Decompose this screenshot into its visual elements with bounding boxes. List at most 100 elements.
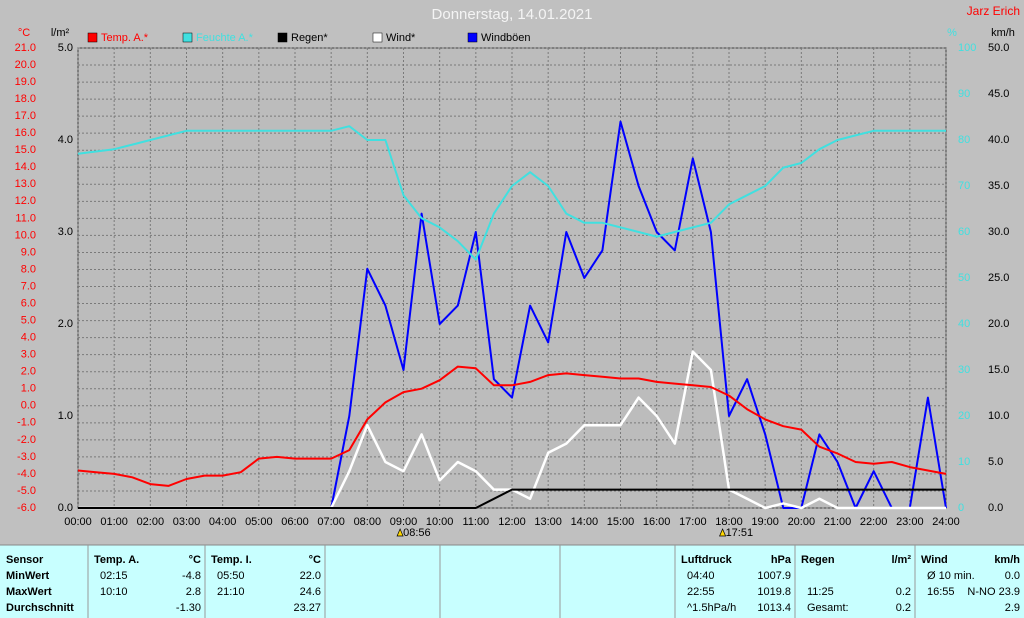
y3-tick-label: 70 — [958, 180, 970, 192]
y3-tick-label: 30 — [958, 364, 970, 376]
y4-tick-label: 40.0 — [988, 134, 1009, 146]
x-tick-label: 11:00 — [462, 516, 489, 528]
y2-axis-title: l/m² — [51, 27, 70, 39]
y-tick-label: 4.0 — [21, 332, 36, 344]
y2-tick-label: 5.0 — [58, 42, 73, 54]
x-tick-label: 24:00 — [932, 516, 960, 528]
y-tick-label: -5.0 — [17, 485, 36, 497]
row-label: MinWert — [6, 570, 50, 582]
y-tick-label: -3.0 — [17, 451, 36, 463]
stat-time: 22:55 — [687, 586, 715, 598]
y-tick-label: 1.0 — [21, 383, 36, 395]
y3-tick-label: 100 — [958, 42, 976, 54]
stat-time: 16:55 — [927, 586, 955, 598]
y-tick-label: 5.0 — [21, 314, 36, 326]
stat-value: 1019.8 — [757, 586, 791, 598]
legend-swatch — [182, 32, 193, 43]
stat-value: 23.27 — [293, 602, 321, 614]
legend-swatch — [87, 32, 98, 43]
row-label: MaxWert — [6, 586, 52, 598]
stat-value: 2.9 — [1005, 602, 1020, 614]
y-tick-label: 14.0 — [15, 161, 36, 173]
y3-tick-label: 10 — [958, 456, 970, 468]
stat-time: 21:10 — [217, 586, 245, 598]
stat-value: 24.6 — [300, 586, 321, 598]
y-tick-label: 8.0 — [21, 263, 36, 275]
x-tick-label: 23:00 — [896, 516, 924, 528]
x-tick-label: 07:00 — [317, 516, 345, 528]
x-tick-label: 00:00 — [64, 516, 92, 528]
sun-marker — [396, 528, 404, 537]
stat-time: 04:40 — [687, 570, 715, 582]
y4-tick-label: 25.0 — [988, 272, 1009, 284]
panel-title: Temp. I. — [211, 554, 252, 566]
panel-title: Temp. A. — [94, 554, 139, 566]
y4-tick-label: 45.0 — [988, 88, 1009, 100]
x-tick-label: 13:00 — [534, 516, 562, 528]
stat-value: 2.8 — [186, 586, 201, 598]
legend-label: Windböen — [481, 32, 531, 44]
x-tick-label: 19:00 — [751, 516, 779, 528]
stat-time: Ø 10 min. — [927, 570, 975, 582]
y2-tick-label: 0.0 — [58, 502, 73, 514]
legend-label: Temp. A.* — [101, 32, 149, 44]
y4-tick-label: 20.0 — [988, 318, 1009, 330]
y4-tick-label: 10.0 — [988, 410, 1009, 422]
y-tick-label: 20.0 — [15, 59, 36, 71]
x-tick-label: 15:00 — [607, 516, 635, 528]
x-tick-label: 17:00 — [679, 516, 707, 528]
panel-title: Regen — [801, 554, 835, 566]
y-tick-label: 18.0 — [15, 93, 36, 105]
y3-tick-label: 20 — [958, 410, 970, 422]
x-tick-label: 10:00 — [426, 516, 454, 528]
y-tick-label: 21.0 — [15, 42, 36, 54]
y3-tick-label: 80 — [958, 134, 970, 146]
x-tick-label: 04:00 — [209, 516, 237, 528]
x-tick-label: 06:00 — [281, 516, 309, 528]
sun-marker — [719, 528, 727, 537]
legend-label: Wind* — [386, 32, 416, 44]
stats-background — [0, 545, 1024, 618]
stat-value: 0.2 — [896, 602, 911, 614]
stats-separators — [87, 545, 916, 618]
stat-time: 11:25 — [807, 586, 834, 598]
row-label: Durchschnitt — [6, 602, 74, 614]
x-tick-label: 22:00 — [860, 516, 888, 528]
stat-value: 22.0 — [300, 570, 321, 582]
legend-swatch — [277, 32, 288, 43]
panel-unit: °C — [309, 554, 321, 566]
y-tick-label: 3.0 — [21, 349, 36, 361]
row-label: Sensor — [6, 554, 44, 566]
y-tick-label: 7.0 — [21, 280, 36, 292]
x-tick-label: 12:00 — [498, 516, 526, 528]
y3-tick-label: 90 — [958, 88, 970, 100]
stat-value: 1007.9 — [757, 570, 791, 582]
x-tick-label: 09:00 — [390, 516, 418, 528]
y4-axis-title: km/h — [991, 27, 1015, 39]
x-tick-label: 20:00 — [788, 516, 816, 528]
y-tick-label: 11.0 — [15, 212, 36, 224]
y-tick-label: -1.0 — [17, 417, 36, 429]
y-tick-label: 19.0 — [15, 76, 36, 88]
chart-title: Donnerstag, 14.01.2021 — [432, 6, 593, 23]
y-tick-label: 13.0 — [15, 178, 36, 190]
y-tick-label: 6.0 — [21, 297, 36, 309]
y3-tick-label: 60 — [958, 226, 970, 238]
panel-unit: hPa — [771, 554, 792, 566]
sun-label: 08:56 — [403, 527, 431, 539]
y-tick-label: 12.0 — [15, 195, 36, 207]
y2-tick-label: 1.0 — [58, 410, 73, 422]
x-tick-label: 03:00 — [173, 516, 201, 528]
legend-label: Regen* — [291, 32, 328, 44]
y3-axis-title: % — [947, 27, 957, 39]
stat-time: 10:10 — [100, 586, 128, 598]
stat-time: ^1.5hPa/h — [687, 602, 736, 614]
y-tick-label: 0.0 — [21, 400, 36, 412]
x-tick-label: 14:00 — [571, 516, 599, 528]
stat-time: 02:15 — [100, 570, 128, 582]
y-tick-label: 17.0 — [15, 110, 36, 122]
legend-label: Feuchte A.* — [196, 32, 254, 44]
y-tick-label: -2.0 — [17, 434, 36, 446]
stat-value: 1013.4 — [757, 602, 791, 614]
